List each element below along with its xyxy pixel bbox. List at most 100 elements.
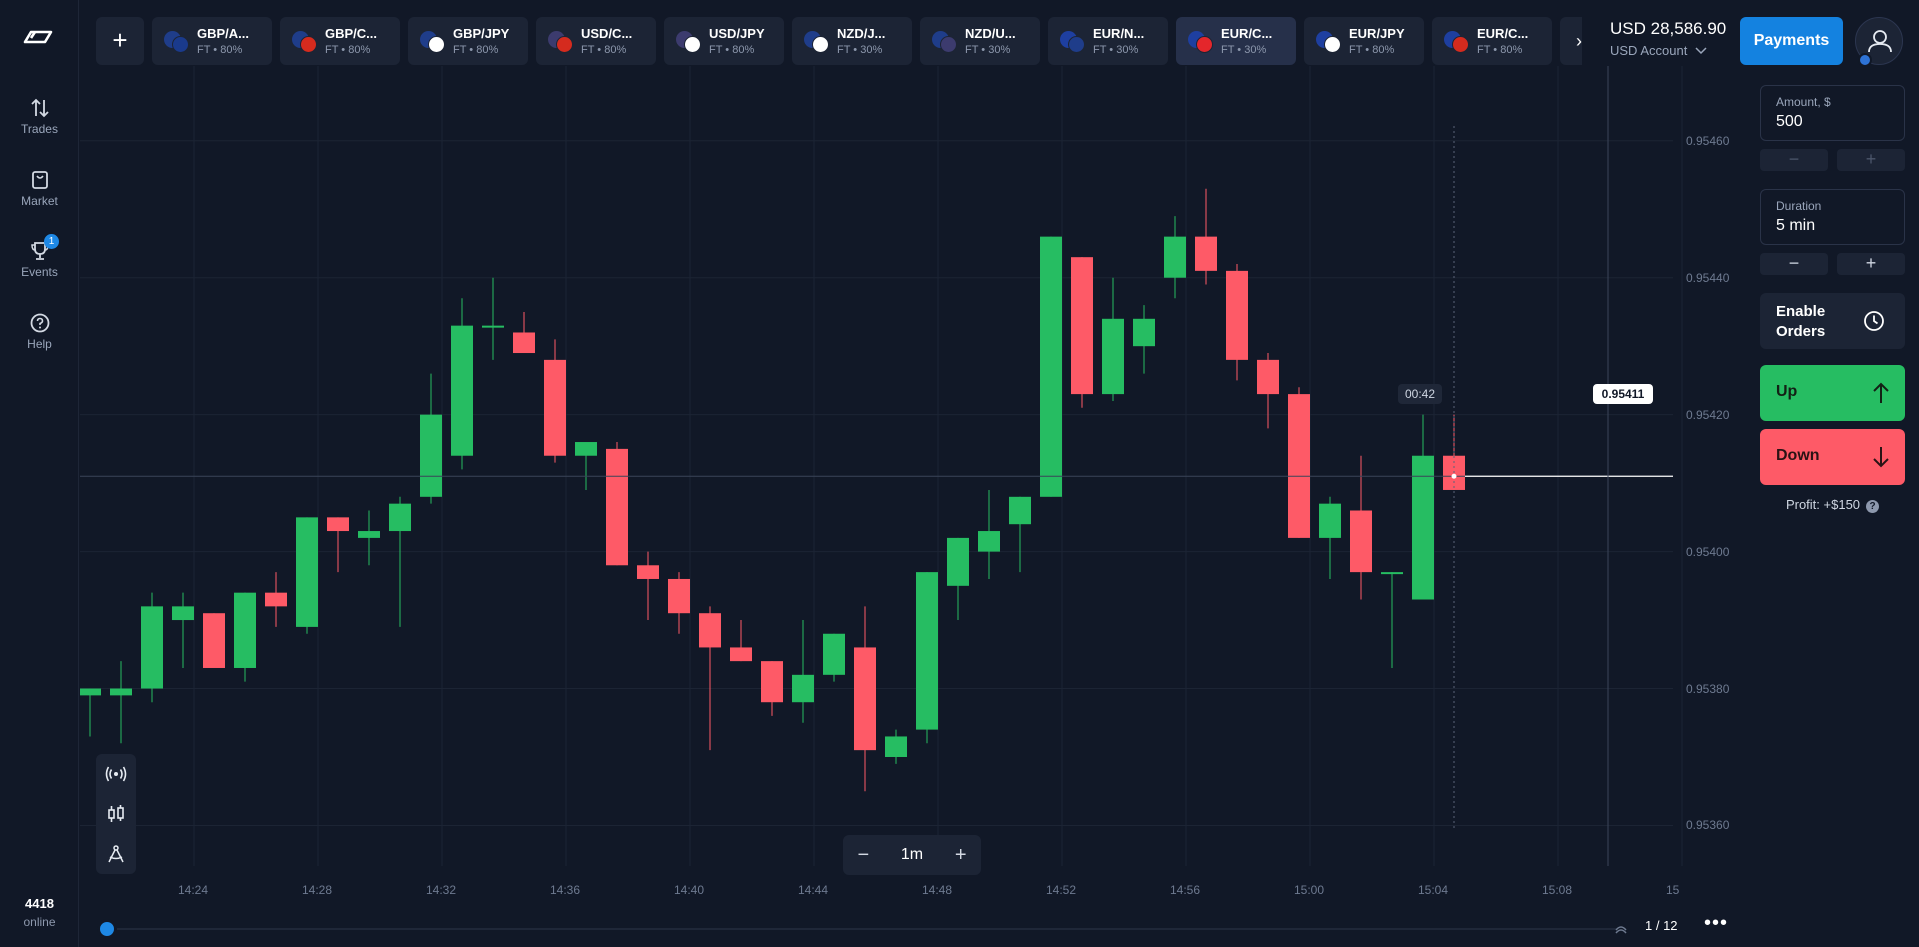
asset-tab[interactable]: EUR/C... FT • 80% bbox=[1432, 17, 1552, 65]
account-balance[interactable]: USD 28,586.90 USD Account bbox=[1610, 19, 1726, 58]
time-axis-label: 14:48 bbox=[922, 883, 953, 897]
price-axis-label: 0.95420 bbox=[1686, 407, 1730, 422]
sidebar-item-label: Market bbox=[21, 194, 58, 208]
asset-tab[interactable]: NZD/U... FT • 30% bbox=[920, 17, 1040, 65]
profit-info: Profit: +$150? bbox=[1760, 497, 1905, 513]
asset-payout: FT • 80% bbox=[325, 44, 371, 56]
asset-payout: FT • 80% bbox=[709, 44, 755, 56]
down-button[interactable]: Down bbox=[1760, 429, 1905, 485]
candle-body bbox=[1257, 359, 1279, 395]
duration-increase-button[interactable]: + bbox=[1837, 253, 1905, 275]
flag-icon bbox=[1324, 36, 1341, 53]
sidebar: Trades Market 1 Events Help bbox=[0, 0, 79, 947]
price-axis-label: 0.95360 bbox=[1686, 818, 1730, 833]
candle-body bbox=[606, 448, 628, 566]
signals-tool-button[interactable] bbox=[96, 754, 136, 794]
sidebar-item-market[interactable]: Market bbox=[0, 169, 79, 208]
scroll-handle[interactable] bbox=[97, 919, 117, 939]
candle-body bbox=[389, 503, 411, 532]
drawing-tool-button[interactable] bbox=[96, 834, 136, 874]
enable-orders-button[interactable]: Enable Orders bbox=[1760, 293, 1905, 349]
amount-decrease-button[interactable]: − bbox=[1760, 149, 1828, 171]
candle-body bbox=[575, 442, 597, 456]
candle-body bbox=[854, 647, 876, 751]
asset-tab[interactable]: EUR/N... FT • 30% bbox=[1048, 17, 1168, 65]
candle-body bbox=[234, 592, 256, 668]
candlestick-chart[interactable] bbox=[80, 66, 1759, 906]
duration-field[interactable]: Duration 5 min bbox=[1760, 189, 1905, 245]
candle-body bbox=[420, 414, 442, 497]
asset-name: GBP/C... bbox=[325, 26, 378, 41]
price-axis-label: 0.95460 bbox=[1686, 133, 1730, 148]
candle-body bbox=[730, 647, 752, 662]
profit-text: Profit: +$150 bbox=[1785, 497, 1861, 512]
candle-body bbox=[1412, 455, 1434, 600]
account-selector[interactable]: USD Account bbox=[1610, 43, 1726, 58]
timeframe-value[interactable]: 1m bbox=[900, 846, 924, 863]
candle-body bbox=[947, 537, 969, 586]
candle-body bbox=[1319, 503, 1341, 538]
chart-type-tool-button[interactable] bbox=[96, 794, 136, 834]
sidebar-item-trades[interactable]: Trades bbox=[0, 97, 79, 136]
profile-avatar-button[interactable] bbox=[1855, 17, 1903, 67]
time-axis-label: 14:28 bbox=[302, 883, 333, 897]
candle-body bbox=[637, 565, 659, 579]
asset-tab[interactable]: GBP/C... FT • 80% bbox=[280, 17, 400, 65]
scroll-assets-right-button[interactable]: › bbox=[1560, 17, 1582, 65]
payments-button[interactable]: Payments bbox=[1740, 17, 1843, 65]
candle-body bbox=[203, 613, 225, 668]
candle-body bbox=[1040, 236, 1062, 497]
amount-input[interactable]: 500 bbox=[1776, 113, 1803, 130]
more-options-button[interactable]: ••• bbox=[1704, 912, 1729, 934]
time-axis-label: 15 bbox=[1666, 883, 1680, 897]
sidebar-item-events[interactable]: 1 Events bbox=[0, 234, 79, 279]
amount-increase-button[interactable]: + bbox=[1837, 149, 1905, 171]
asset-payout: FT • 80% bbox=[581, 44, 627, 56]
candle-body bbox=[1195, 236, 1217, 271]
candle-body bbox=[792, 674, 814, 703]
add-asset-button[interactable]: + bbox=[96, 17, 144, 65]
price-chart[interactable]: 0.95460 0.95440 0.95420 0.95400 0.95380 0.953… bbox=[80, 66, 1759, 906]
asset-tab[interactable]: USD/C... FT • 80% bbox=[536, 17, 656, 65]
asset-tab[interactable]: GBP/A... FT • 80% bbox=[152, 17, 272, 65]
currency-flags-icon bbox=[932, 31, 958, 53]
duration-decrease-button[interactable]: − bbox=[1760, 253, 1828, 275]
help-icon[interactable]: ? bbox=[1866, 500, 1880, 513]
amount-label: Amount, $ bbox=[1776, 95, 1831, 109]
enable-orders-label: Enable Orders bbox=[1776, 303, 1826, 340]
zoom-in-button[interactable]: + bbox=[954, 844, 967, 866]
trade-panel: Amount, $ 500 − + Duration 5 min − + Ena… bbox=[1760, 0, 1919, 947]
candle-body bbox=[823, 633, 845, 675]
zoom-out-button[interactable]: − bbox=[857, 844, 870, 866]
asset-bar: + GBP/A... FT • 80% GBP/C... FT • 80% GBP/JP… bbox=[79, 0, 1919, 78]
candle-body bbox=[110, 688, 132, 696]
time-axis-label: 15:08 bbox=[1542, 883, 1573, 897]
asset-tab[interactable]: EUR/JPY FT • 80% bbox=[1304, 17, 1424, 65]
chart-scrollbar[interactable] bbox=[108, 928, 1616, 930]
asset-tab[interactable]: GBP/JPY FT • 80% bbox=[408, 17, 528, 65]
asset-tab[interactable]: USD/JPY FT • 80% bbox=[664, 17, 784, 65]
arrows-up-down-icon bbox=[30, 98, 49, 118]
price-axis-label: 0.95400 bbox=[1686, 544, 1730, 559]
candle-body bbox=[172, 606, 194, 621]
currency-flags-icon bbox=[1316, 31, 1342, 53]
clock-icon bbox=[1864, 311, 1884, 331]
asset-payout: FT • 30% bbox=[965, 44, 1011, 56]
asset-tab[interactable]: EUR/C... FT • 30% bbox=[1176, 17, 1296, 65]
amount-field[interactable]: Amount, $ 500 bbox=[1760, 85, 1905, 141]
asset-name: USD/C... bbox=[581, 26, 633, 41]
scroll-to-end-icon[interactable] bbox=[1614, 921, 1628, 935]
price-axis-label: 0.95440 bbox=[1686, 270, 1730, 285]
sidebar-item-help[interactable]: Help bbox=[0, 312, 79, 351]
arrow-down-icon bbox=[1873, 447, 1889, 468]
duration-input[interactable]: 5 min bbox=[1776, 217, 1816, 234]
brand-logo-icon[interactable] bbox=[21, 28, 57, 48]
asset-tab[interactable]: NZD/J... FT • 30% bbox=[792, 17, 912, 65]
up-button[interactable]: Up bbox=[1760, 365, 1905, 421]
online-label: online bbox=[23, 915, 56, 929]
time-axis-label: 15:00 bbox=[1294, 883, 1325, 897]
asset-payout: FT • 30% bbox=[1221, 44, 1267, 56]
account-level-indicator bbox=[1858, 53, 1872, 67]
online-count: 4418 bbox=[25, 896, 54, 911]
candle-body bbox=[1350, 510, 1372, 573]
